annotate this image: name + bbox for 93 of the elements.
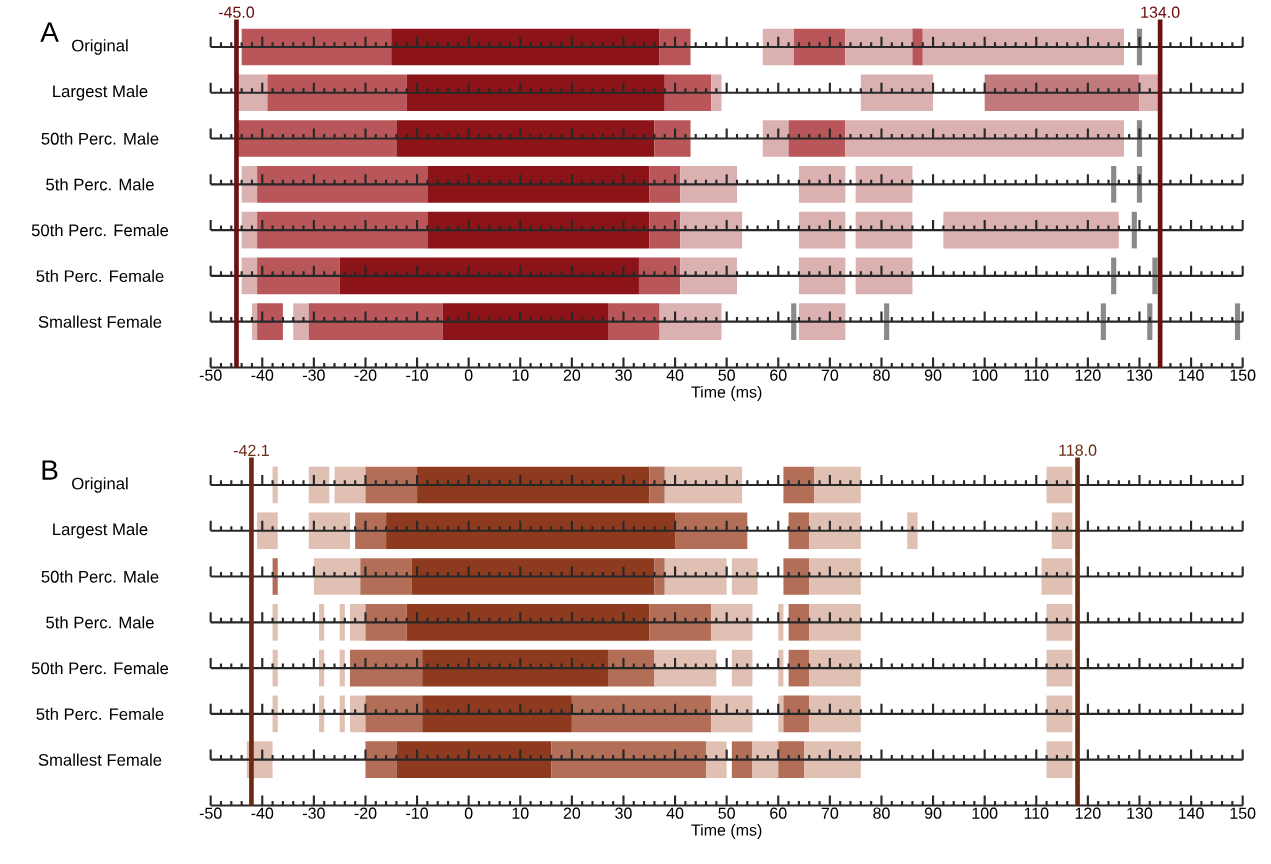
y-tick-label: Original [72, 477, 128, 493]
bar [680, 166, 737, 203]
y-tick-label: Smallest Female [38, 315, 162, 328]
x-tick-label: 100 [972, 807, 998, 819]
x-tick-label: 150 [1230, 807, 1256, 819]
bar [241, 166, 258, 203]
x-tick-label: -50 [199, 369, 222, 381]
bar [272, 604, 278, 641]
bar [855, 166, 913, 203]
x-tick-label: 30 [615, 807, 632, 819]
x-tick-label: 40 [666, 807, 684, 819]
x-tick-label: -50 [199, 807, 222, 819]
bar [809, 695, 861, 733]
y-tick-label: Original [72, 39, 128, 55]
bar [406, 604, 650, 641]
y-tick-label: Largest Male [53, 84, 148, 101]
x-tick-label: 140 [1178, 807, 1204, 819]
y-tick-label: 50th Perc. Female [31, 661, 169, 675]
x-tick-label: 120 [1075, 807, 1101, 819]
bar [422, 695, 572, 733]
x-tick-label: 60 [770, 369, 787, 381]
bar [680, 257, 737, 295]
bar [664, 466, 743, 504]
y-tick-label: 5th Perc. Male [46, 178, 154, 191]
x-tick-label: 50 [718, 369, 735, 381]
chart-title: A [40, 22, 59, 42]
x-tick-label: -30 [303, 807, 325, 819]
x-tick-label: -10 [406, 807, 429, 819]
bar [814, 466, 861, 504]
x-tick-label: 90 [924, 369, 942, 381]
bar [427, 166, 650, 203]
bar [339, 257, 639, 295]
bar [711, 604, 753, 641]
x-tick-label: 60 [770, 807, 787, 819]
ref-line-label: -42.1 [233, 444, 269, 456]
x-tick-label: -20 [354, 807, 377, 819]
x-tick-label: 100 [972, 369, 998, 381]
x-tick-label: 0 [464, 807, 473, 819]
x-tick-label: 140 [1178, 369, 1204, 381]
bar [1046, 604, 1073, 641]
y-tick-label: 50th Perc. Male [41, 570, 159, 583]
bar [257, 166, 428, 203]
ref-line-label: -45.0 [218, 6, 255, 18]
y-tick-label: 5th Perc. Male [46, 616, 154, 629]
ref-line-label: 118.0 [1059, 444, 1097, 456]
x-tick-label: 70 [821, 807, 839, 819]
x-tick-label: -40 [251, 807, 274, 819]
bar [1234, 303, 1241, 340]
x-tick-label: 30 [615, 369, 632, 381]
bar [1152, 257, 1158, 295]
x-tick-label: 50 [718, 807, 735, 819]
x-tick-label: 0 [464, 369, 473, 381]
x-tick-label: 110 [1024, 807, 1049, 819]
bar [365, 604, 407, 641]
bar [809, 604, 861, 641]
bar [339, 604, 345, 641]
x-tick-label: 20 [563, 807, 581, 819]
x-tick-label: 120 [1075, 369, 1101, 381]
x-tick-label: 130 [1127, 369, 1153, 381]
y-tick-label: Largest Male [53, 522, 148, 539]
x-tick-label: -20 [354, 369, 377, 381]
chart-title: B [42, 460, 58, 480]
x-axis-title: Time (ms) [691, 386, 762, 401]
x-tick-label: 130 [1127, 807, 1153, 819]
x-tick-label: 110 [1024, 369, 1049, 381]
x-tick-label: 80 [873, 807, 890, 819]
bar [365, 466, 418, 504]
bar [798, 166, 846, 203]
y-tick-label: Smallest Female [38, 753, 162, 766]
x-tick-label: 10 [512, 369, 529, 381]
x-tick-label: 90 [924, 807, 942, 819]
x-tick-label: 80 [873, 369, 890, 381]
bar [649, 466, 665, 504]
y-tick-label: 50th Perc. Male [41, 132, 159, 145]
x-tick-label: 70 [821, 369, 839, 381]
x-axis-title: Time (ms) [691, 824, 762, 839]
ref-line-label: 134.0 [1141, 6, 1180, 18]
x-tick-label: 20 [563, 369, 581, 381]
x-tick-label: 150 [1230, 369, 1256, 381]
x-tick-label: -10 [406, 369, 429, 381]
bar [365, 695, 423, 733]
x-tick-label: -40 [251, 369, 274, 381]
x-tick-label: 10 [512, 807, 529, 819]
x-tick-label: -30 [303, 369, 325, 381]
bar [845, 28, 913, 66]
bar [649, 166, 681, 203]
bar [257, 257, 340, 295]
x-tick-label: 40 [666, 369, 684, 381]
bar [417, 466, 650, 504]
y-tick-label: 50th Perc. Female [31, 223, 169, 237]
bar [319, 604, 325, 641]
y-tick-label: 5th Perc. Female [36, 707, 164, 721]
y-tick-label: 5th Perc. Female [36, 269, 164, 283]
